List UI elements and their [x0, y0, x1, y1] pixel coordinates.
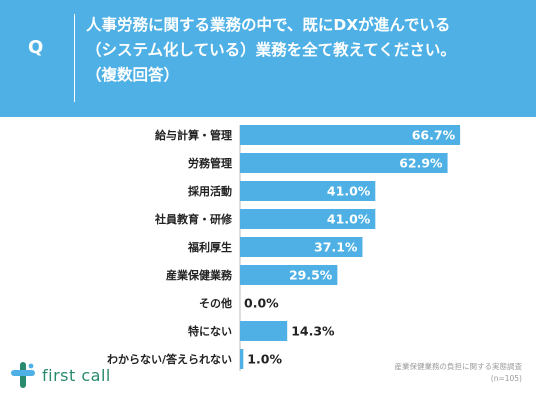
question-header: Q 人事労務に関する業務の中で、既にDXが進んでいる （システム化している）業務… [0, 0, 536, 117]
question-line-2: （システム化している）業務を全て教えてください。 [86, 41, 456, 59]
category-label: 採用活動 [188, 184, 232, 198]
q-divider [74, 14, 75, 102]
category-label: 労務管理 [188, 156, 232, 170]
logo-text: first call [42, 366, 111, 385]
bar [240, 181, 376, 201]
value-label: 1.0% [247, 352, 282, 367]
company-logo: first call [10, 360, 110, 394]
source-note: 産業保健業務の負担に関する実態調査 (n=105) [395, 361, 523, 385]
question-line-1: 人事労務に関する業務の中で、既にDXが進んでいる [86, 16, 451, 34]
category-label: その他 [199, 296, 232, 310]
bar [240, 349, 244, 369]
q-mark: Q [28, 37, 44, 58]
category-label: 特にない [188, 324, 232, 338]
first-call-logo-icon [11, 362, 35, 388]
bar [240, 321, 288, 341]
bar [240, 153, 448, 173]
bar-chart: 給与計算・管理 66.7% 労務管理 62.9% 採用活動 41.0% 社員教育・研修 41.… [0, 117, 536, 402]
value-label: 0.0% [244, 296, 279, 311]
source-title: 産業保健業務の負担に関する実態調査 [394, 362, 523, 371]
value-label: 37.1% [314, 240, 358, 255]
question-text: 人事労務に関する業務の中で、既にDXが進んでいる （システム化している）業務を全… [86, 13, 526, 88]
question-line-3: （複数回答） [86, 66, 180, 84]
value-label: 66.7% [412, 128, 456, 143]
value-label: 14.3% [291, 324, 335, 339]
bar [240, 265, 338, 285]
bar-chart-svg: 給与計算・管理 66.7% 労務管理 62.9% 採用活動 41.0% 社員教育・研修 41.… [107, 125, 461, 371]
bar [240, 237, 363, 257]
value-label: 41.0% [327, 184, 371, 199]
value-label: 29.5% [289, 268, 333, 283]
bar [240, 209, 376, 229]
category-label: 社員教育・研修 [154, 212, 233, 226]
value-label: 41.0% [327, 212, 371, 227]
category-label: わからない/答えられない [107, 352, 232, 366]
category-label: 給与計算・管理 [155, 128, 232, 142]
category-label: 産業保健業務 [166, 268, 233, 282]
category-label: 福利厚生 [187, 240, 232, 254]
bar [240, 125, 461, 145]
value-label: 62.9% [399, 156, 443, 171]
sample-size: (n=105) [490, 374, 522, 383]
